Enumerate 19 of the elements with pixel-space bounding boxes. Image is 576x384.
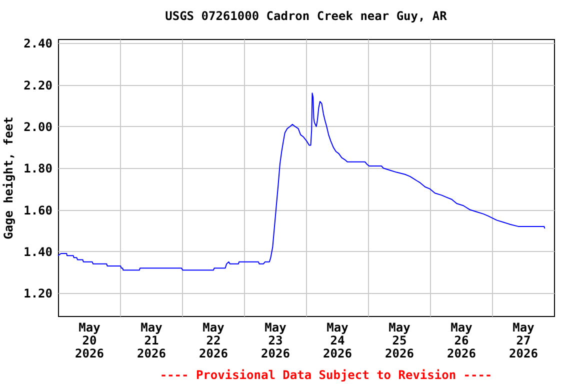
y-tick-label: 2.20 (24, 78, 52, 92)
text: ---- Provisional Data Subject to Revision ---- (160, 368, 492, 382)
y-axis-title: Gage height, feet (2, 116, 16, 240)
y-tick-label: 1.40 (24, 244, 52, 259)
x-tick-label: May 26 2026 (447, 320, 476, 360)
x-tick-label: May 21 2026 (137, 320, 166, 360)
x-tick-label: May 24 2026 (323, 320, 352, 360)
y-tick-label: 2.40 (24, 36, 52, 51)
y-tick-label: 1.20 (24, 286, 52, 301)
x-tick-label: May 25 2026 (385, 320, 414, 360)
y-tick-label: 1.60 (24, 203, 52, 218)
line-series (58, 92, 546, 271)
x-tick-label: May 20 2026 (75, 320, 104, 360)
y-tick-label: 1.80 (24, 162, 52, 176)
y-tick-label: 2.00 (24, 120, 52, 134)
x-tick-label: May 23 2026 (261, 320, 290, 360)
chart-title: USGS 07261000 Cadron Creek near Guy, AR (165, 9, 448, 24)
x-tick-label: May 22 2026 (199, 320, 228, 360)
x-tick-label: May 27 2026 (509, 320, 538, 360)
